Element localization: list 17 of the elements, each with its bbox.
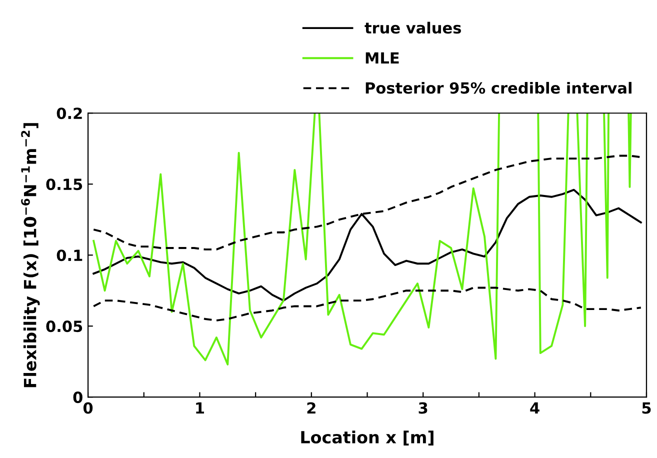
- x-tick-label: 0: [83, 402, 93, 414]
- x-tick-label: 1: [196, 402, 204, 414]
- x-tick-label: 5: [642, 402, 651, 414]
- legend-label: MLE: [366, 52, 399, 64]
- y-tick-label: 0.05: [46, 320, 82, 332]
- line-series: [92, 286, 642, 322]
- x-tick-label: 3: [418, 402, 428, 414]
- x-axis-title: Location x [m]: [301, 430, 434, 446]
- y-tick-label: 0: [73, 392, 82, 404]
- y-axis-title: Flexibility F(x) [10$^{−6}$N$^{−1}$m$^{−2}$]: [21, 123, 40, 388]
- legend-label: true values: [364, 22, 461, 34]
- x-tick-label: 4: [530, 402, 540, 414]
- y-tick-label: 0.15: [46, 178, 82, 190]
- y-tick-label: 0.1: [56, 250, 82, 262]
- legend-label: Posterior 95% credible interval: [366, 82, 632, 94]
- x-tick-label: 2: [307, 402, 316, 414]
- y-tick-label: 0.2: [56, 108, 82, 120]
